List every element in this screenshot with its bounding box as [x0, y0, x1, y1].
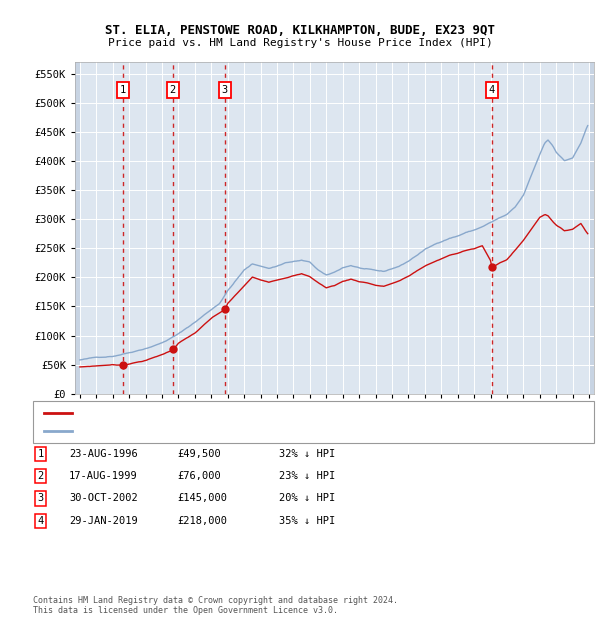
Text: £218,000: £218,000 — [177, 516, 227, 526]
Text: ST. ELIA, PENSTOWE ROAD, KILKHAMPTON, BUDE, EX23 9QT (detached house): ST. ELIA, PENSTOWE ROAD, KILKHAMPTON, BU… — [78, 409, 475, 417]
Text: 32% ↓ HPI: 32% ↓ HPI — [279, 449, 335, 459]
Bar — [589, 62, 594, 394]
Text: 29-JAN-2019: 29-JAN-2019 — [69, 516, 138, 526]
Text: £49,500: £49,500 — [177, 449, 221, 459]
Text: 4: 4 — [38, 516, 44, 526]
Text: 3: 3 — [38, 494, 44, 503]
Text: 1: 1 — [38, 449, 44, 459]
Text: Contains HM Land Registry data © Crown copyright and database right 2024.
This d: Contains HM Land Registry data © Crown c… — [33, 596, 398, 615]
Text: 23% ↓ HPI: 23% ↓ HPI — [279, 471, 335, 481]
Text: 2: 2 — [169, 85, 176, 95]
Text: 20% ↓ HPI: 20% ↓ HPI — [279, 494, 335, 503]
Text: HPI: Average price, detached house, Cornwall: HPI: Average price, detached house, Corn… — [78, 427, 331, 436]
Text: £145,000: £145,000 — [177, 494, 227, 503]
Text: 3: 3 — [222, 85, 228, 95]
Bar — [75, 62, 80, 394]
Text: 35% ↓ HPI: 35% ↓ HPI — [279, 516, 335, 526]
Text: 4: 4 — [489, 85, 495, 95]
Text: Price paid vs. HM Land Registry's House Price Index (HPI): Price paid vs. HM Land Registry's House … — [107, 38, 493, 48]
Text: £76,000: £76,000 — [177, 471, 221, 481]
Text: 30-OCT-2002: 30-OCT-2002 — [69, 494, 138, 503]
Text: ST. ELIA, PENSTOWE ROAD, KILKHAMPTON, BUDE, EX23 9QT: ST. ELIA, PENSTOWE ROAD, KILKHAMPTON, BU… — [105, 24, 495, 37]
Text: 23-AUG-1996: 23-AUG-1996 — [69, 449, 138, 459]
Text: 17-AUG-1999: 17-AUG-1999 — [69, 471, 138, 481]
Text: 2: 2 — [38, 471, 44, 481]
Text: 1: 1 — [120, 85, 127, 95]
